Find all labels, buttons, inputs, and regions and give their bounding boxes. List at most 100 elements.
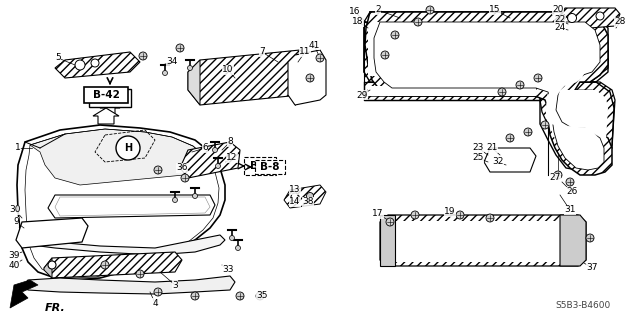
Circle shape <box>291 193 299 201</box>
Circle shape <box>236 292 244 300</box>
Polygon shape <box>180 142 240 178</box>
Circle shape <box>154 166 162 174</box>
Polygon shape <box>30 129 215 185</box>
Text: 29: 29 <box>356 91 368 100</box>
Text: 8: 8 <box>227 137 233 146</box>
Polygon shape <box>364 22 380 82</box>
Text: 41: 41 <box>308 41 320 49</box>
Circle shape <box>566 178 574 186</box>
Circle shape <box>256 292 264 300</box>
Circle shape <box>391 31 399 39</box>
Text: 28: 28 <box>614 18 626 26</box>
Circle shape <box>456 211 464 219</box>
Circle shape <box>506 134 514 142</box>
Circle shape <box>173 197 177 203</box>
Text: 9: 9 <box>13 218 19 226</box>
Circle shape <box>188 65 193 70</box>
Polygon shape <box>546 90 608 160</box>
Polygon shape <box>364 12 600 82</box>
Text: 17: 17 <box>372 210 384 219</box>
Text: 38: 38 <box>302 197 314 206</box>
Polygon shape <box>365 12 612 175</box>
Circle shape <box>386 218 394 226</box>
Circle shape <box>554 171 562 179</box>
Text: 3: 3 <box>172 280 178 290</box>
Circle shape <box>191 292 199 300</box>
Text: B-42: B-42 <box>93 90 120 100</box>
Polygon shape <box>558 8 620 30</box>
Text: 14: 14 <box>289 197 301 206</box>
Text: 10: 10 <box>222 65 234 75</box>
FancyBboxPatch shape <box>84 87 128 103</box>
Circle shape <box>91 59 99 67</box>
Circle shape <box>236 246 241 250</box>
Circle shape <box>193 194 198 198</box>
Circle shape <box>534 74 542 82</box>
Text: B-8: B-8 <box>250 161 269 171</box>
Text: 12: 12 <box>227 153 237 162</box>
FancyBboxPatch shape <box>244 157 276 175</box>
Polygon shape <box>368 28 376 76</box>
Text: 6: 6 <box>202 144 208 152</box>
Text: 22: 22 <box>554 16 566 25</box>
Circle shape <box>316 54 324 62</box>
Circle shape <box>139 52 147 60</box>
Text: 23: 23 <box>472 144 484 152</box>
Circle shape <box>136 270 144 278</box>
Polygon shape <box>284 185 326 208</box>
Circle shape <box>414 18 422 26</box>
Text: 4: 4 <box>152 299 158 308</box>
Polygon shape <box>188 50 310 105</box>
Circle shape <box>426 6 434 14</box>
Text: 30: 30 <box>9 205 20 214</box>
Circle shape <box>486 214 494 222</box>
Text: 36: 36 <box>176 164 188 173</box>
Circle shape <box>176 44 184 52</box>
Circle shape <box>381 51 389 59</box>
Text: B-8: B-8 <box>260 162 280 172</box>
Text: 31: 31 <box>564 205 576 214</box>
Polygon shape <box>44 258 52 278</box>
Circle shape <box>101 261 109 269</box>
Circle shape <box>411 211 419 219</box>
Polygon shape <box>382 30 600 166</box>
Circle shape <box>541 121 549 129</box>
Circle shape <box>181 174 189 182</box>
Circle shape <box>307 192 314 199</box>
Polygon shape <box>380 215 395 266</box>
Text: 35: 35 <box>256 292 268 300</box>
Polygon shape <box>560 215 586 266</box>
Text: 19: 19 <box>444 207 456 217</box>
Text: B-42: B-42 <box>97 93 124 103</box>
Polygon shape <box>55 52 140 78</box>
Circle shape <box>596 12 604 20</box>
Polygon shape <box>380 215 586 266</box>
Circle shape <box>524 128 532 136</box>
Text: S5B3-B4600: S5B3-B4600 <box>555 301 611 310</box>
Text: 34: 34 <box>166 57 178 66</box>
Bar <box>255 160 285 174</box>
Polygon shape <box>364 82 540 100</box>
Text: 2: 2 <box>375 5 381 14</box>
Polygon shape <box>288 50 326 105</box>
Polygon shape <box>374 22 604 170</box>
Circle shape <box>163 70 168 76</box>
Text: 15: 15 <box>489 5 500 14</box>
Polygon shape <box>368 86 536 96</box>
Circle shape <box>586 234 594 242</box>
Polygon shape <box>10 280 38 308</box>
Text: 13: 13 <box>289 186 301 195</box>
Circle shape <box>48 261 56 269</box>
Text: 26: 26 <box>566 188 578 197</box>
Polygon shape <box>100 98 120 115</box>
Polygon shape <box>386 221 580 262</box>
Text: 25: 25 <box>472 153 484 162</box>
Circle shape <box>306 74 314 82</box>
Text: 32: 32 <box>492 158 504 167</box>
Circle shape <box>216 164 221 168</box>
Text: 37: 37 <box>586 263 598 272</box>
Text: 39: 39 <box>8 250 20 259</box>
Circle shape <box>498 88 506 96</box>
Text: H: H <box>124 143 132 153</box>
Text: 33: 33 <box>222 265 234 275</box>
